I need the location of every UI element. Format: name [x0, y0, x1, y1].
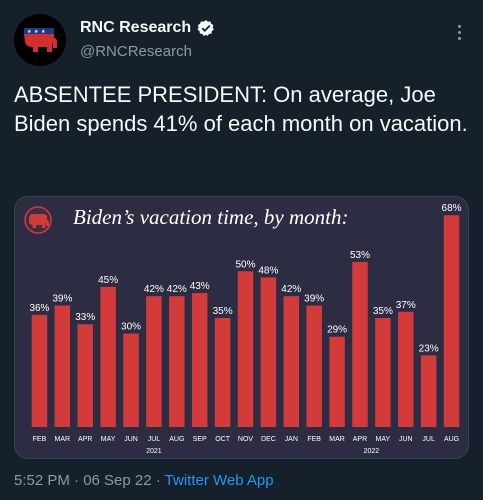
bar-10: [260, 277, 277, 427]
value-label-7: 43%: [190, 281, 210, 292]
value-label-16: 37%: [396, 300, 416, 311]
bar-13: [329, 336, 345, 427]
category-label-5: JUL: [148, 436, 161, 443]
verified-badge-icon: [197, 20, 214, 36]
category-label-16: JUN: [399, 436, 413, 443]
bar-0: [31, 314, 48, 427]
year-label-0: 2021: [146, 448, 162, 455]
bar-3: [100, 286, 116, 427]
value-label-3: 45%: [98, 275, 118, 286]
account-handle[interactable]: @RNCResearch: [80, 43, 192, 60]
bar-5: [146, 296, 162, 427]
bar-18: [443, 215, 460, 427]
category-label-13: MAR: [329, 436, 345, 443]
tweet-footer: 5:52 PM · 06 Sep 22 · Twitter Web App: [14, 472, 274, 489]
category-label-0: FEB: [33, 436, 47, 443]
bar-6: [169, 296, 185, 427]
value-label-15: 35%: [373, 306, 393, 317]
category-label-14: APR: [353, 436, 367, 443]
category-label-17: JUL: [422, 436, 435, 443]
bar-chart: Biden’s vacation time, by month: 36%39%3…: [24, 203, 462, 455]
value-label-17: 23%: [419, 343, 439, 354]
elephant-logo-icon: ★ ★ ★: [14, 14, 66, 66]
category-label-1: MAR: [55, 436, 71, 443]
category-label-6: AUG: [169, 436, 184, 443]
value-label-13: 29%: [327, 325, 347, 336]
category-label-7: SEP: [193, 436, 207, 443]
value-labels-group: 36%39%33%45%30%42% 42% 43%35%50%48%42%39%2…: [29, 203, 461, 354]
bar-14: [352, 261, 368, 427]
tweet-header: ★ ★ ★ RNC Research @RNCResearch: [14, 14, 469, 66]
name-row: RNC Research: [80, 19, 215, 37]
bar-7: [191, 293, 208, 427]
svg-text:★: ★: [41, 29, 46, 35]
value-label-5: 42%: [144, 284, 164, 295]
category-label-9: NOV: [238, 436, 254, 443]
tweet-media-chart[interactable]: Biden’s vacation time, by month: 36% 39% 3…: [14, 196, 469, 459]
value-label-9: 50%: [235, 259, 255, 270]
bar-11: [283, 296, 300, 427]
category-label-12: FEB: [307, 436, 321, 443]
value-label-14: 53%: [350, 250, 370, 261]
category-label-15: MAY: [376, 436, 391, 443]
value-label-6: 42%: [167, 284, 187, 295]
bar-4: [123, 333, 139, 427]
bar-16: [398, 311, 414, 427]
value-label-11: 42%: [281, 284, 301, 295]
bar-12: [306, 305, 322, 427]
account-name[interactable]: RNC Research: [80, 19, 192, 36]
x-labels-group: FEB MAR APR MAY JUN JUL AUG SEP OCT NOV DEC JAN FEB M…: [33, 436, 460, 443]
svg-text:★: ★: [27, 29, 32, 35]
value-label-1: 39%: [52, 294, 72, 305]
bars-group: [31, 215, 460, 427]
bar-2: [77, 324, 93, 427]
value-label-18: 68%: [442, 203, 462, 214]
bar-17: [420, 355, 437, 427]
category-label-10: DEC: [261, 436, 276, 443]
category-label-2: APR: [78, 436, 92, 443]
tweet-text: ABSENTEE PRESIDENT: On average, Joe Bide…: [14, 82, 468, 136]
bar-15: [375, 318, 391, 427]
bar-9: [237, 271, 254, 427]
category-label-8: OCT: [215, 436, 231, 443]
value-label-10: 48%: [258, 266, 278, 277]
bar-8: [214, 318, 231, 427]
more-options-icon[interactable]: [449, 20, 469, 44]
bar-1: [54, 305, 71, 427]
year-label-1: 2022: [364, 448, 380, 455]
category-label-4: JUN: [124, 436, 138, 443]
value-label-4: 30%: [121, 322, 141, 333]
timestamp[interactable]: 5:52 PM · 06 Sep 22 ·: [14, 472, 165, 489]
avatar[interactable]: ★ ★ ★: [14, 14, 66, 66]
year-labels-group: 2021 2022: [146, 448, 379, 455]
value-label-12: 39%: [304, 294, 324, 305]
value-label-2: 33%: [75, 312, 95, 323]
category-label-3: MAY: [101, 436, 116, 443]
category-label-11: JAN: [285, 436, 298, 443]
svg-text:★: ★: [34, 29, 39, 35]
value-label-8: 35%: [213, 306, 233, 317]
category-label-18: AUG: [444, 436, 459, 443]
chart-title: Biden’s vacation time, by month:: [73, 205, 348, 229]
source-app-link[interactable]: Twitter Web App: [164, 472, 274, 489]
chart-logo-icon: [24, 206, 52, 234]
value-label-0: 36%: [29, 303, 49, 314]
